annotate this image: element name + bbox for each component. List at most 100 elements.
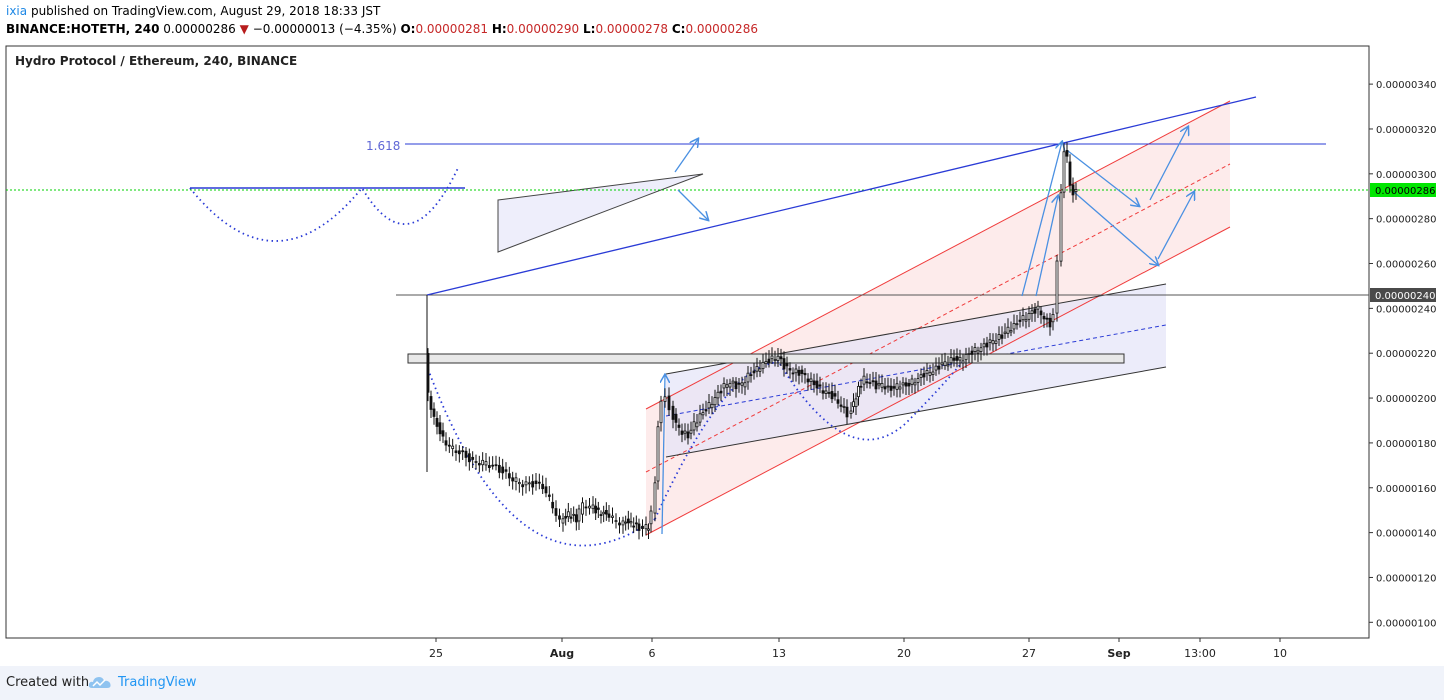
high-value: 0.00000290 bbox=[506, 22, 580, 36]
chart-title: Hydro Protocol / Ethereum, 240, BINANCE bbox=[15, 54, 297, 68]
red-channel-lower bbox=[645, 226, 1231, 536]
candle-body bbox=[1003, 331, 1007, 335]
candle-body bbox=[517, 482, 521, 485]
candle-body bbox=[435, 417, 439, 427]
candle-body bbox=[1048, 317, 1052, 328]
y-tick-label: 0.00000220 bbox=[1376, 349, 1436, 360]
candle-body bbox=[892, 386, 896, 389]
arrow-down-wedge bbox=[677, 189, 708, 220]
x-tick-label: 10 bbox=[1273, 647, 1287, 660]
publish-info: ixia published on TradingView.com, Augus… bbox=[6, 4, 380, 18]
candle-body bbox=[934, 365, 938, 371]
candle-body bbox=[928, 372, 932, 376]
candle-body bbox=[692, 421, 696, 431]
candle-body bbox=[982, 343, 986, 348]
time-axis[interactable]: 25 Aug 6 13 20 27 Sep 13:00 10 bbox=[429, 638, 1287, 660]
chart-canvas[interactable]: 0.00000100 0.00000120 0.00000140 0.00000160… bbox=[0, 44, 1444, 666]
candle-body bbox=[871, 380, 875, 383]
price-axis[interactable]: 0.00000100 0.00000120 0.00000140 0.00000160… bbox=[1369, 80, 1436, 629]
candle-body bbox=[916, 378, 920, 383]
tradingview-brand-link[interactable]: TradingView bbox=[118, 675, 197, 690]
candle-body bbox=[946, 364, 950, 367]
author-link[interactable]: ixia bbox=[6, 4, 28, 18]
candle-body bbox=[441, 430, 445, 437]
candle-body bbox=[653, 482, 657, 514]
horizontal-price-tag: 0.00000240 bbox=[1370, 288, 1436, 302]
candle-body bbox=[794, 368, 798, 374]
y-tick-label: 0.00000340 bbox=[1376, 80, 1436, 91]
candle-body bbox=[967, 353, 971, 355]
candle-body bbox=[564, 515, 568, 519]
candle-body bbox=[839, 404, 843, 407]
candle-body bbox=[994, 340, 998, 344]
candle-body bbox=[1036, 305, 1040, 310]
candle-body bbox=[656, 426, 660, 482]
blue-trendline bbox=[426, 96, 1257, 296]
published-text: published on TradingView.com, August 29,… bbox=[30, 4, 381, 18]
candle-body bbox=[686, 431, 690, 439]
candle-body bbox=[481, 459, 485, 466]
candle-body bbox=[940, 362, 944, 366]
candlestick-series[interactable] bbox=[426, 142, 1078, 540]
candle-body bbox=[659, 400, 663, 424]
candle-body bbox=[728, 383, 732, 388]
open-value: 0.00000281 bbox=[415, 22, 488, 36]
candle-body bbox=[913, 382, 917, 386]
low-value: 0.00000278 bbox=[595, 22, 668, 36]
candle-body bbox=[1009, 330, 1013, 333]
candle-body bbox=[544, 486, 548, 494]
candle-body bbox=[970, 350, 974, 355]
candle-body bbox=[634, 522, 638, 525]
candle-body bbox=[451, 445, 455, 449]
candle-body bbox=[1021, 315, 1025, 321]
y-tick-label: 0.00000200 bbox=[1376, 394, 1436, 405]
candle-body bbox=[1018, 319, 1022, 322]
candle-body bbox=[531, 481, 535, 488]
candle-body bbox=[973, 347, 977, 352]
candle-body bbox=[737, 382, 741, 385]
candle-body bbox=[471, 456, 475, 460]
y-tick-label: 0.00000320 bbox=[1376, 125, 1436, 136]
candle-body bbox=[988, 339, 992, 343]
high-label: H: bbox=[491, 22, 507, 36]
chart-area[interactable]: 0.00000100 0.00000120 0.00000140 0.00000160… bbox=[0, 44, 1444, 666]
y-tick-label: 0.00000280 bbox=[1376, 215, 1436, 226]
candle-body bbox=[1000, 334, 1004, 339]
arrow-proj-up bbox=[1149, 127, 1188, 201]
candle-body bbox=[827, 392, 831, 394]
candle-body bbox=[707, 402, 711, 409]
black-channel-mid bbox=[665, 324, 1167, 417]
candle-body bbox=[919, 374, 923, 378]
candle-body bbox=[497, 464, 501, 473]
candle-body bbox=[815, 380, 819, 389]
candle-body bbox=[1030, 310, 1034, 314]
candle-body bbox=[624, 521, 628, 524]
candle-body bbox=[931, 371, 935, 375]
candle-body bbox=[961, 360, 965, 364]
candle-body bbox=[803, 372, 807, 376]
candle-body bbox=[1059, 192, 1063, 262]
candle-body bbox=[467, 453, 471, 463]
x-tick-label: 20 bbox=[897, 647, 911, 660]
y-tick-label: 0.00000160 bbox=[1376, 484, 1436, 495]
candle-body bbox=[683, 430, 687, 434]
candle-body bbox=[534, 480, 538, 485]
candle-body bbox=[447, 444, 451, 447]
candle-body bbox=[752, 370, 756, 374]
candle-body bbox=[800, 369, 804, 374]
open-label: O: bbox=[400, 22, 416, 36]
candle-body bbox=[883, 386, 887, 390]
candle-body bbox=[584, 506, 588, 509]
candle-body bbox=[991, 340, 995, 345]
candle-body bbox=[521, 484, 525, 488]
candle-body bbox=[773, 358, 777, 361]
tradingview-cloud-icon[interactable] bbox=[88, 675, 112, 689]
candle-body bbox=[779, 356, 783, 360]
candle-body bbox=[740, 382, 744, 386]
candle-body bbox=[833, 393, 837, 397]
x-tick-label: Sep bbox=[1107, 647, 1130, 660]
candle-body bbox=[797, 369, 801, 376]
candle-body bbox=[1012, 323, 1016, 330]
candle-body bbox=[743, 382, 747, 388]
symbol-interval[interactable]: BINANCE:HOTETH, 240 bbox=[6, 22, 160, 36]
